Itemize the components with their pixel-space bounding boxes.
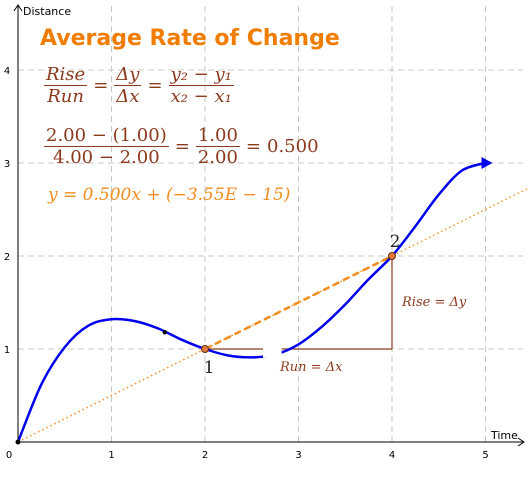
y-difference-text: y₂ − y₁ [168,64,234,86]
denominator-result: 2.00 [197,147,238,168]
y-tick-label: 1 [4,345,10,356]
point-1[interactable] [201,345,209,353]
equals-sign: = [174,136,190,157]
equals-sign: = [245,136,261,157]
delta-x-text: Δx [116,86,140,107]
values-fraction: 2.00 − (1.00) 4.00 − 2.00 [44,125,169,168]
x-axis-arrow-icon [517,437,525,447]
x-tick-label: 5 [482,450,488,461]
x-tick-label: 2 [202,450,208,461]
slope-value: 0.500 [267,136,319,157]
y-tick-label: 4 [4,66,10,77]
x-axis-label: Time [490,429,518,442]
numerator-result: 1.00 [195,125,240,147]
numerator-values: 2.00 − (1.00) [44,125,169,147]
origin-point [15,439,21,445]
grid-lines [18,6,523,442]
run-text: Run [47,86,84,107]
distance-curve-group [15,157,493,445]
rise-label: Rise = Δy [401,295,467,310]
x-tick-label: 3 [295,450,301,461]
equals-sign: = [93,75,109,96]
curve-gap [262,347,282,358]
secant-line-group [17,187,529,443]
x-tick-label: 0 [6,450,12,461]
y-tick-label: 3 [4,159,10,170]
equals-sign: = [147,75,163,96]
x-tick-label: 1 [108,450,114,461]
y-axis-label: Distance [23,5,71,18]
point-2[interactable] [388,252,396,260]
curve-arrow-icon [481,157,493,169]
delta-y-text: Δy [114,64,142,86]
axes [13,4,525,447]
labeled-points: 12 [201,232,401,378]
rise-text: Rise [44,64,88,86]
y-tick-label: 2 [4,252,10,263]
delta-fraction: Δy Δx [114,64,142,107]
point-label: 1 [204,358,215,378]
rise-run-fraction: Rise Run [44,64,88,107]
rise-run-triangle [205,256,393,350]
x-tick-label: 4 [389,450,395,461]
denominator-values: 4.00 − 2.00 [53,147,160,168]
formula-rise-over-run: Rise Run = Δy Δx = y₂ − y₁ x₂ − x₁ [44,64,234,107]
result-fraction: 1.00 2.00 [195,125,240,168]
difference-fraction: y₂ − y₁ x₂ − x₁ [168,64,234,107]
x-difference-text: x₂ − x₁ [170,86,232,107]
page-title: Average Rate of Change [40,26,340,51]
formula-computed: 2.00 − (1.00) 4.00 − 2.00 = 1.00 2.00 = 0… [44,125,319,168]
line-equation: y = 0.500x + (−3.55E − 15) [48,185,291,205]
secant-segment [204,254,393,351]
y-axis-arrow-icon [13,4,23,12]
curve-point [162,330,167,335]
distance-curve [16,161,486,443]
run-label: Run = Δx [279,360,343,375]
point-label: 2 [390,232,401,252]
